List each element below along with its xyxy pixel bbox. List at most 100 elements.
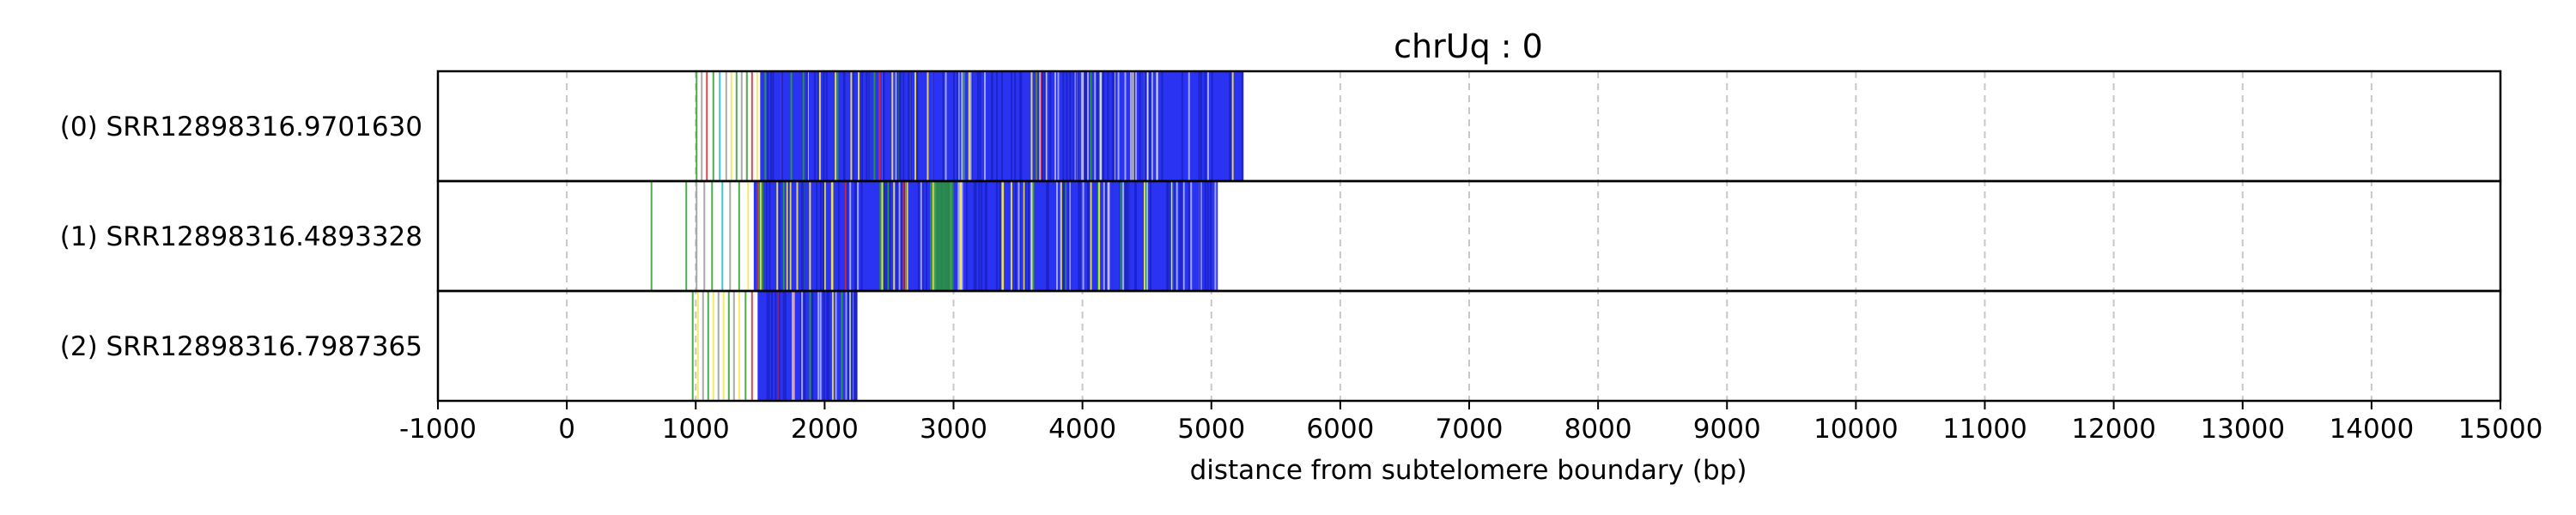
x-tick-label: 9000: [1693, 414, 1761, 445]
read-mark: [796, 181, 799, 291]
read-mark: [712, 71, 714, 181]
x-tick-label: 6000: [1306, 414, 1374, 445]
read-mark: [719, 71, 721, 181]
read-mark: [927, 71, 929, 181]
read-mark: [802, 71, 805, 181]
label-layer: (0) SRR12898316.9701630 (1) SRR12898316.4…: [60, 112, 2543, 445]
read-mark: [801, 181, 804, 291]
read-mark: [803, 291, 805, 401]
read-mark: [696, 181, 698, 291]
read-mark: [770, 71, 773, 181]
read-mark: [1096, 71, 1098, 181]
read-mark: [961, 71, 963, 181]
frame-layer: [436, 70, 2502, 409]
read-mark: [1063, 181, 1066, 291]
read-mark: [1179, 181, 1182, 291]
read-mark: [1001, 71, 1004, 181]
read-mark: [1149, 71, 1151, 181]
read-mark: [1010, 71, 1012, 181]
read-mark: [1062, 181, 1065, 291]
read-mark: [852, 71, 854, 181]
read-mark: [1067, 181, 1070, 291]
read-mark: [885, 181, 888, 291]
read-mark: [825, 71, 828, 181]
read-mark: [845, 291, 848, 401]
read-mark: [1082, 181, 1084, 291]
read-mark: [1182, 181, 1185, 291]
read-mark: [1090, 181, 1092, 291]
read-dense-region: [757, 291, 857, 401]
read-mark: [782, 181, 785, 291]
read-mark: [740, 71, 743, 181]
x-tick-label: 12000: [2071, 414, 2156, 445]
read-mark: [702, 291, 704, 401]
read-mark: [978, 181, 981, 291]
read-mark: [730, 71, 732, 181]
read-mark: [1209, 181, 1212, 291]
read-mark: [868, 71, 871, 181]
read-mark: [896, 181, 898, 291]
read-mark: [1062, 71, 1065, 181]
read-mark: [1134, 181, 1137, 291]
read-mark: [905, 181, 908, 291]
read-mark: [650, 181, 653, 291]
x-tick-label: 2000: [791, 414, 859, 445]
read-mark: [744, 291, 747, 401]
read-mark: [975, 181, 977, 291]
read-mark: [1098, 181, 1101, 291]
x-tick-label: 5000: [1177, 414, 1245, 445]
read-mark: [902, 181, 904, 291]
read-mark: [1139, 71, 1141, 181]
read-mark: [1090, 71, 1092, 181]
read-mark: [1103, 71, 1105, 181]
read-mark: [1104, 181, 1107, 291]
read-mark: [772, 71, 775, 181]
read-mark: [745, 71, 748, 181]
read-mark: [968, 71, 970, 181]
x-tick-label: 10000: [1814, 414, 1899, 445]
read-mark: [696, 71, 698, 181]
read-mark: [1072, 71, 1075, 181]
read-mark: [1190, 181, 1193, 291]
read-mark: [854, 181, 857, 291]
read-mark: [887, 181, 890, 291]
read-mark: [1060, 181, 1062, 291]
read-mark: [1188, 181, 1190, 291]
read-mark: [1161, 71, 1163, 181]
read-mark: [1188, 71, 1190, 181]
read-mark: [983, 71, 986, 181]
read-mark: [1057, 71, 1060, 181]
read-mark: [778, 291, 781, 401]
read-mark: [895, 71, 897, 181]
read-mark: [835, 71, 837, 181]
read-mark: [1018, 181, 1021, 291]
read-mark: [809, 291, 811, 401]
read-mark: [757, 181, 760, 291]
read-mark: [985, 181, 987, 291]
read-mark: [1047, 181, 1049, 291]
read-mark: [1097, 71, 1100, 181]
read-mark: [1176, 181, 1178, 291]
read-mark: [826, 291, 829, 401]
read-mark: [847, 291, 849, 401]
read-mark: [1001, 181, 1004, 291]
read-mark: [1088, 181, 1091, 291]
read-mark: [1024, 181, 1027, 291]
read-mark: [735, 71, 738, 181]
read-mark: [823, 291, 825, 401]
read-mark: [1078, 181, 1080, 291]
read-mark: [883, 181, 885, 291]
read-mark: [707, 291, 709, 401]
read-mark: [893, 181, 896, 291]
read-mark: [1080, 71, 1083, 181]
x-tick-label: 14000: [2330, 414, 2415, 445]
mark-layer: [650, 71, 1244, 401]
read-mark: [873, 71, 876, 181]
read-mark: [1087, 71, 1090, 181]
read-mark: [952, 71, 955, 181]
read-mark: [1030, 71, 1033, 181]
read-mark: [1199, 181, 1201, 291]
read-mark: [1068, 181, 1071, 291]
read-mark: [1055, 181, 1058, 291]
read-mark: [1039, 71, 1042, 181]
